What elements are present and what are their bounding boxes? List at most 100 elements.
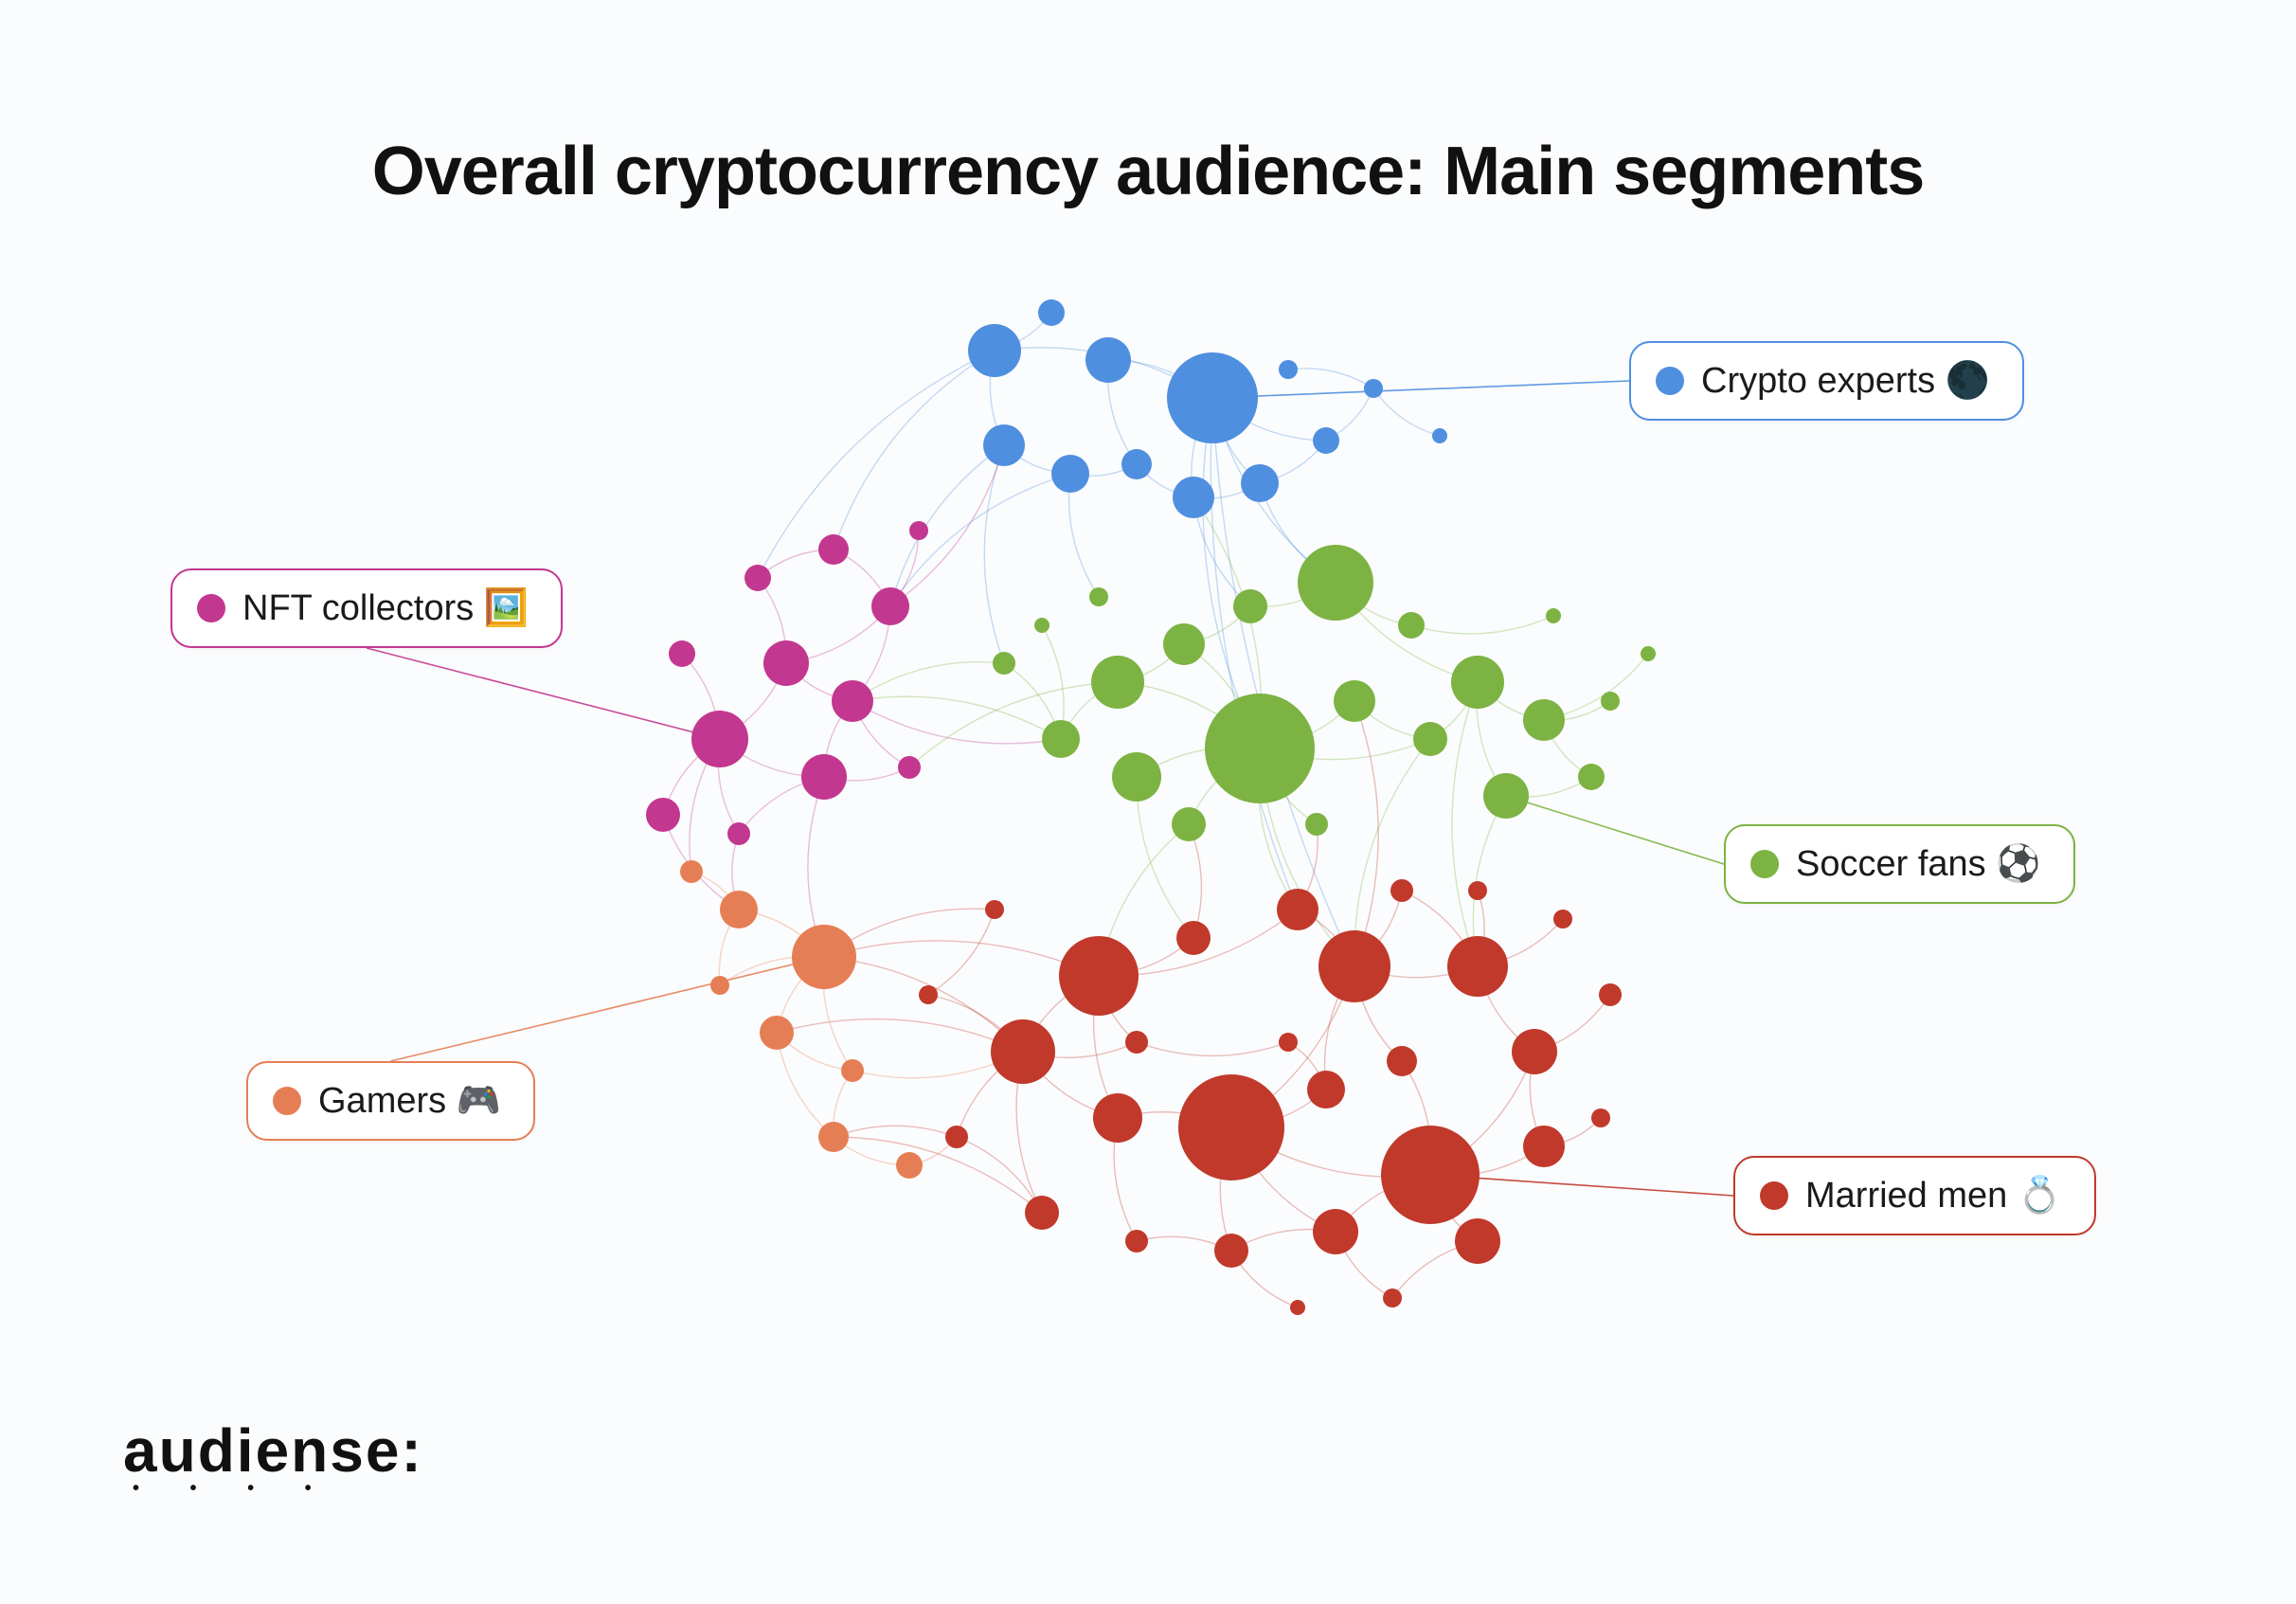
network-edge [1094,976,1118,1118]
network-node [1121,449,1152,479]
network-edge [852,696,1061,739]
network-edge [758,578,786,663]
network-node [1279,1033,1298,1052]
network-node [818,534,849,565]
network-edge [1530,1052,1544,1146]
network-node [909,521,928,540]
network-edge [1099,976,1137,1042]
network-edge [1402,891,1478,966]
network-node [1383,1289,1402,1307]
network-edge [834,1137,1042,1213]
network-edge [984,445,1004,663]
legend-leader-line [391,957,824,1061]
network-edge [1478,891,1484,966]
network-edge [1193,483,1260,498]
network-edge [663,739,720,815]
legend-label: Crypto experts 🌑 [1701,360,1990,402]
network-edge [1478,919,1563,966]
network-edge [1430,1175,1478,1241]
legend-leader-line [367,648,720,739]
network-edge [1326,388,1373,441]
network-edge [1068,474,1099,597]
network-edge [1260,483,1336,583]
network-edge [1023,1052,1118,1118]
network-node [1381,1126,1480,1224]
network-edge [1288,369,1373,388]
brand-logo: audiense: • • • • [123,1415,423,1500]
network-edge [1373,388,1440,436]
network-edge [852,662,1004,701]
network-node [744,565,771,591]
network-svg [0,0,2296,1604]
network-node [1641,646,1656,661]
network-edge [824,909,995,957]
network-edge [890,445,1004,606]
network-node [1468,881,1487,900]
network-node [1091,656,1144,709]
network-edge [1004,445,1070,474]
network-node [983,424,1025,466]
network-node [993,652,1015,675]
network-edge [1118,682,1260,748]
legend-crypto-experts: Crypto experts 🌑 [1629,341,2024,421]
network-edge [720,956,824,985]
network-node [1298,545,1373,621]
network-edge [1288,1042,1326,1090]
network-node [1034,618,1049,633]
network-node [1364,379,1383,398]
legend-gamers: Gamers 🎮 [246,1061,535,1141]
network-edge [1231,1230,1336,1251]
network-edge [852,701,1061,744]
network-edge [1430,1052,1534,1175]
network-node [1546,608,1561,623]
network-edge [1118,1112,1231,1127]
network-edge [720,663,786,739]
network-node [1051,455,1089,493]
network-node [1313,1209,1358,1254]
network-edge [890,474,1070,606]
chart-title: Overall cryptocurrency audience: Main se… [0,133,2296,210]
network-node [760,1016,794,1050]
network-node [720,891,758,928]
network-node [1523,1126,1565,1167]
network-node [680,860,703,883]
network-node [1279,360,1298,379]
network-node [1173,477,1214,518]
infographic-canvas: Overall cryptocurrency audience: Main se… [0,0,2296,1604]
network-edge [719,910,739,985]
legend-label: Married men 💍 [1805,1175,2062,1217]
legend-dot-icon [197,594,225,622]
network-node [818,1122,849,1152]
network-node [1205,694,1315,803]
network-node [1178,1074,1284,1180]
network-node [1483,773,1529,819]
network-edge [834,1126,957,1137]
network-edge [1189,824,1201,938]
network-edge [758,550,834,578]
legend-label: NFT collectors 🖼️ [242,587,529,629]
network-edge [1354,891,1402,966]
network-node [898,756,921,779]
network-node [1313,427,1339,454]
network-node [1398,612,1425,639]
network-edge [852,701,909,767]
network-edge [1108,360,1212,398]
network-edge [995,313,1051,351]
network-edge [1402,1061,1431,1175]
network-edge [1004,663,1061,739]
network-node [896,1152,923,1179]
network-edge [1137,464,1193,497]
network-node [1591,1108,1610,1127]
network-edge [1354,701,1430,739]
network-edge [1220,1127,1231,1251]
network-node [1059,936,1139,1016]
network-edge [1137,1236,1231,1251]
network-edge [1212,398,1336,583]
network-edge [777,1033,852,1071]
network-node [945,1126,968,1148]
network-edge [1231,1127,1336,1232]
network-edge [1137,1042,1288,1055]
network-edge [1099,824,1189,976]
legend-soccer-fans: Soccer fans ⚽ [1724,824,2075,904]
network-node [1578,764,1605,790]
